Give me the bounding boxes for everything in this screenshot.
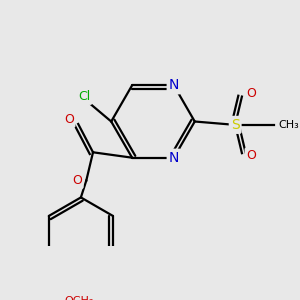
Text: OCH₃: OCH₃ (65, 296, 94, 300)
Text: O: O (72, 174, 82, 187)
Text: N: N (169, 78, 179, 92)
Text: Cl: Cl (78, 90, 90, 103)
Text: O: O (246, 87, 256, 101)
Text: CH₃: CH₃ (279, 120, 299, 130)
Text: O: O (64, 113, 74, 126)
Text: O: O (246, 149, 256, 162)
Text: S: S (231, 118, 240, 132)
Text: N: N (169, 151, 179, 165)
